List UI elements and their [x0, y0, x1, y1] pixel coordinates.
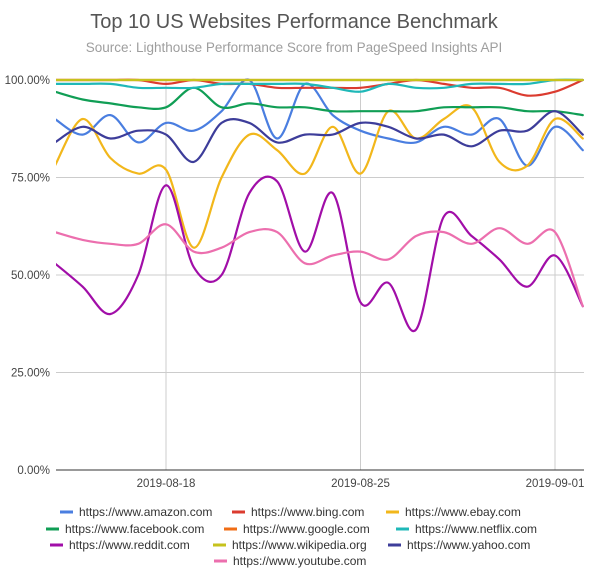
y-tick-label: 100.00% — [5, 75, 50, 87]
axis-layer: 0.00% 25.00% 50.00% 75.00% 100.00% 2019-08-18… — [5, 75, 585, 490]
x-tick-label: 2019-08-18 — [137, 478, 196, 490]
legend-label: https://www.netflix.com — [415, 522, 537, 536]
chart-subtitle: Source: Lighthouse Performance Score fro… — [86, 40, 503, 55]
legend: https://www.amazon.com https://www.bing.c… — [46, 505, 537, 568]
series-line-youtube-com — [56, 223, 584, 308]
legend-label: https://www.facebook.com — [65, 522, 204, 536]
legend-label: https://www.ebay.com — [405, 505, 521, 519]
legend-label: https://www.yahoo.com — [407, 538, 530, 552]
series-layer — [56, 78, 584, 333]
legend-item-facebook-com: https://www.facebook.com — [46, 522, 204, 536]
series-line-yahoo-com — [56, 110, 584, 163]
y-tick-label: 25.00% — [11, 368, 50, 380]
y-tick-label: 0.00% — [17, 465, 50, 477]
legend-label: https://www.youtube.com — [233, 554, 366, 568]
y-tick-label: 50.00% — [11, 270, 50, 282]
series-line-reddit-com — [56, 175, 584, 333]
series-line-amazon-com — [56, 78, 584, 167]
legend-label: https://www.wikipedia.org — [232, 538, 367, 552]
series-line-ebay-com — [56, 104, 584, 249]
grid-layer — [56, 79, 584, 470]
legend-label: https://www.google.com — [243, 522, 370, 536]
legend-item-wikipedia-org: https://www.wikipedia.org — [213, 538, 367, 552]
series-line-netflix-com — [56, 78, 584, 93]
legend-item-amazon-com: https://www.amazon.com — [60, 505, 212, 519]
x-tick-label: 2019-09-01 — [526, 478, 585, 490]
legend-item-reddit-com: https://www.reddit.com — [50, 538, 190, 552]
legend-item-youtube-com: https://www.youtube.com — [214, 554, 366, 568]
series-line-facebook-com — [56, 86, 584, 117]
x-tick-label: 2019-08-25 — [331, 478, 390, 490]
chart-title: Top 10 US Websites Performance Benchmark — [90, 11, 499, 33]
legend-item-google-com: https://www.google.com — [224, 522, 370, 536]
legend-item-yahoo-com: https://www.yahoo.com — [388, 538, 530, 552]
legend-item-ebay-com: https://www.ebay.com — [386, 505, 521, 519]
legend-label: https://www.reddit.com — [69, 538, 190, 552]
legend-item-bing-com: https://www.bing.com — [232, 505, 364, 519]
legend-item-netflix-com: https://www.netflix.com — [396, 522, 537, 536]
legend-label: https://www.bing.com — [251, 505, 364, 519]
legend-label: https://www.amazon.com — [79, 505, 212, 519]
y-tick-label: 75.00% — [11, 173, 50, 185]
